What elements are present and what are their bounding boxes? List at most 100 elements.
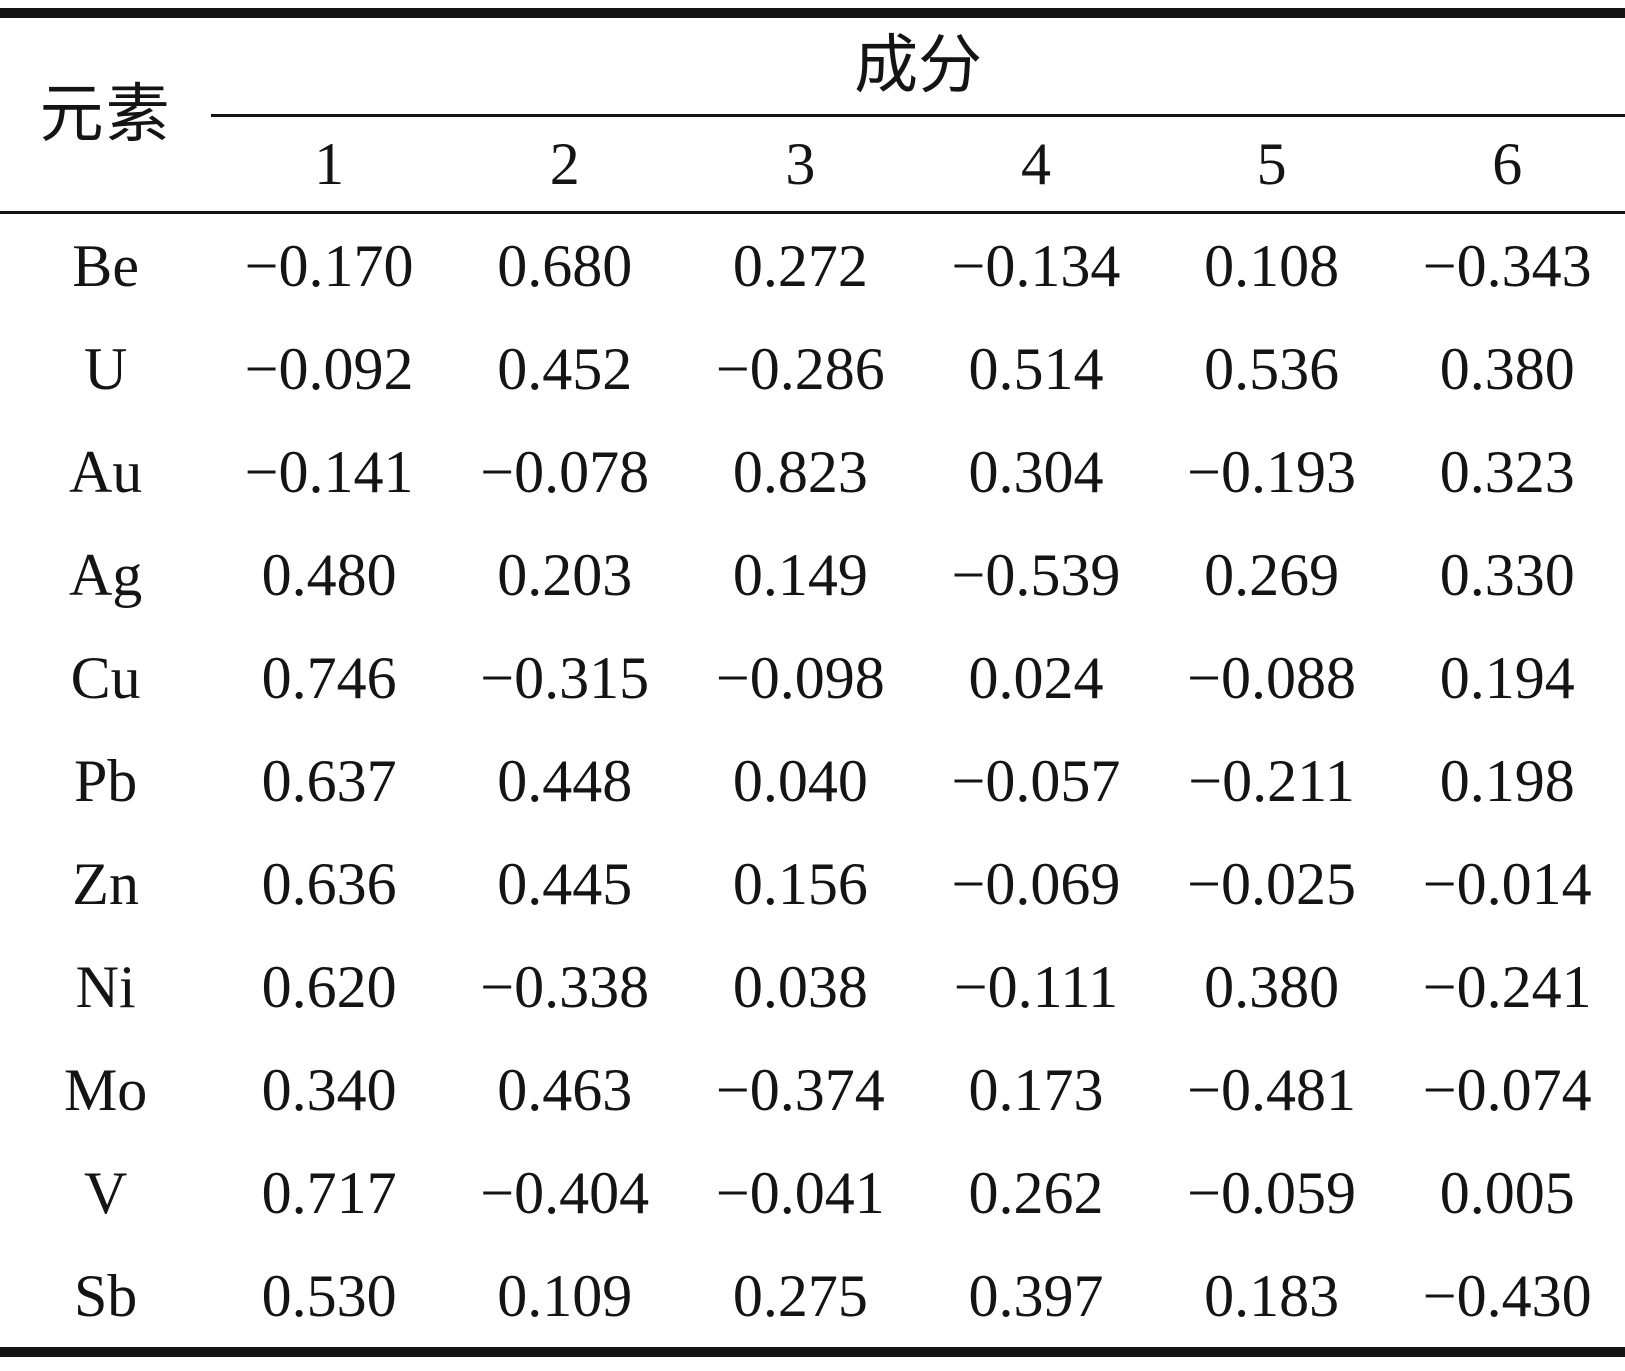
table-row: Cu 0.746 −0.315 −0.098 0.024 −0.088 0.194 <box>0 626 1625 729</box>
component-group-header: 成分 <box>211 13 1625 117</box>
loading-value: 0.397 <box>968 1262 1104 1329</box>
element-column-header: 元素 <box>0 13 212 214</box>
loading-value: 0.304 <box>968 438 1104 505</box>
component-column-header-5: 5 <box>1153 115 1390 214</box>
loading-value: 0.480 <box>261 541 397 608</box>
loading-value: 0.448 <box>497 747 633 814</box>
loading-value: 0.203 <box>497 541 633 608</box>
loading-value: −0.338 <box>480 953 650 1020</box>
component-column-header-6: 6 <box>1389 115 1625 214</box>
loading-value: −0.057 <box>951 747 1121 814</box>
loading-value: −0.286 <box>715 335 885 402</box>
element-symbol: Au <box>68 438 143 505</box>
table-row: U −0.092 0.452 −0.286 0.514 0.536 0.380 <box>0 317 1625 420</box>
element-symbol: Zn <box>72 850 139 917</box>
loading-value: −0.170 <box>244 232 414 299</box>
loading-value: 0.530 <box>261 1262 397 1329</box>
loading-value: 0.823 <box>732 438 868 505</box>
loading-value: 0.330 <box>1439 541 1575 608</box>
loading-value: 0.380 <box>1439 335 1575 402</box>
loading-value: 0.637 <box>261 747 397 814</box>
loading-value: 0.108 <box>1204 232 1340 299</box>
loading-value: −0.193 <box>1187 438 1356 505</box>
loading-value: 0.340 <box>261 1056 397 1123</box>
loading-value: 0.262 <box>968 1159 1104 1226</box>
loading-value: −0.343 <box>1422 232 1592 299</box>
component-column-header-1: 1 <box>211 115 447 214</box>
table-row: Ag 0.480 0.203 0.149 −0.539 0.269 0.330 <box>0 523 1625 626</box>
loading-value: −0.098 <box>715 644 885 711</box>
loading-value: −0.078 <box>480 438 650 505</box>
loading-value: −0.134 <box>951 232 1121 299</box>
loading-value: 0.445 <box>497 850 633 917</box>
loading-value: −0.014 <box>1422 850 1592 917</box>
element-symbol: Ni <box>75 953 136 1020</box>
table-row: Sb 0.530 0.109 0.275 0.397 0.183 −0.430 <box>0 1244 1625 1352</box>
component-column-header-4: 4 <box>918 115 1154 214</box>
loading-value: 0.323 <box>1439 438 1575 505</box>
loading-value: 0.380 <box>1204 953 1340 1020</box>
loading-value: −0.092 <box>244 335 414 402</box>
element-symbol: Mo <box>63 1056 148 1123</box>
header-row-component: 元素 成分 <box>0 13 1625 214</box>
loading-value: 0.452 <box>497 335 633 402</box>
loading-value: −0.430 <box>1422 1262 1592 1329</box>
loading-value: 0.272 <box>732 232 868 299</box>
loading-value: 0.040 <box>732 747 868 814</box>
table-row: Mo 0.340 0.463 −0.374 0.173 −0.481 −0.074 <box>0 1038 1625 1141</box>
loading-value: 0.109 <box>497 1262 633 1329</box>
element-symbol: Ag <box>68 541 143 608</box>
loading-value: −0.111 <box>953 953 1119 1020</box>
loading-value: 0.194 <box>1439 644 1575 711</box>
element-symbol: Sb <box>73 1262 138 1329</box>
loading-value: −0.211 <box>1188 747 1355 814</box>
loading-value: 0.514 <box>968 335 1104 402</box>
loading-value: 0.005 <box>1439 1159 1575 1226</box>
loading-value: −0.025 <box>1187 850 1356 917</box>
loading-value: 0.269 <box>1204 541 1340 608</box>
loading-value: 0.636 <box>261 850 397 917</box>
table-body: Be −0.170 0.680 0.272 −0.134 0.108 −0.343 U −0.0… <box>0 213 1625 1353</box>
element-symbol: U <box>83 335 128 402</box>
loading-value: 0.156 <box>732 850 868 917</box>
component-column-header-3: 3 <box>682 115 919 214</box>
loading-value: −0.074 <box>1422 1056 1592 1123</box>
loading-value: −0.404 <box>480 1159 650 1226</box>
element-symbol: Cu <box>70 644 141 711</box>
loading-value: 0.536 <box>1204 335 1340 402</box>
loading-value: −0.069 <box>951 850 1121 917</box>
loading-value: 0.183 <box>1204 1262 1340 1329</box>
loading-value: 0.198 <box>1439 747 1575 814</box>
table-row: Zn 0.636 0.445 0.156 −0.069 −0.025 −0.014 <box>0 832 1625 935</box>
loading-value: −0.374 <box>715 1056 885 1123</box>
table-row: Ni 0.620 −0.338 0.038 −0.111 0.380 −0.241 <box>0 935 1625 1038</box>
loading-value: 0.173 <box>968 1056 1104 1123</box>
loading-value: 0.746 <box>261 644 397 711</box>
element-symbol: V <box>83 1159 128 1226</box>
loading-value: −0.315 <box>480 644 650 711</box>
element-symbol: Pb <box>73 747 138 814</box>
loading-value: 0.680 <box>497 232 633 299</box>
loading-value: 0.275 <box>732 1262 868 1329</box>
loading-value: 0.038 <box>732 953 868 1020</box>
loading-value: 0.620 <box>261 953 397 1020</box>
table-row: Pb 0.637 0.448 0.040 −0.057 −0.211 0.198 <box>0 729 1625 832</box>
loading-value: −0.481 <box>1187 1056 1356 1123</box>
table-row: Be −0.170 0.680 0.272 −0.134 0.108 −0.343 <box>0 213 1625 318</box>
loading-value: −0.088 <box>1187 644 1356 711</box>
table-row: Au −0.141 −0.078 0.823 0.304 −0.193 0.323 <box>0 420 1625 523</box>
loading-value: 0.717 <box>261 1159 397 1226</box>
loading-value: 0.024 <box>968 644 1104 711</box>
loading-value: −0.241 <box>1422 953 1592 1020</box>
loading-value: −0.059 <box>1187 1159 1356 1226</box>
element-symbol: Be <box>72 232 139 299</box>
loading-value: 0.149 <box>732 541 868 608</box>
loading-value: 0.463 <box>497 1056 633 1123</box>
table-row: V 0.717 −0.404 −0.041 0.262 −0.059 0.005 <box>0 1141 1625 1244</box>
component-column-header-2: 2 <box>446 115 683 214</box>
loading-value: −0.539 <box>951 541 1121 608</box>
